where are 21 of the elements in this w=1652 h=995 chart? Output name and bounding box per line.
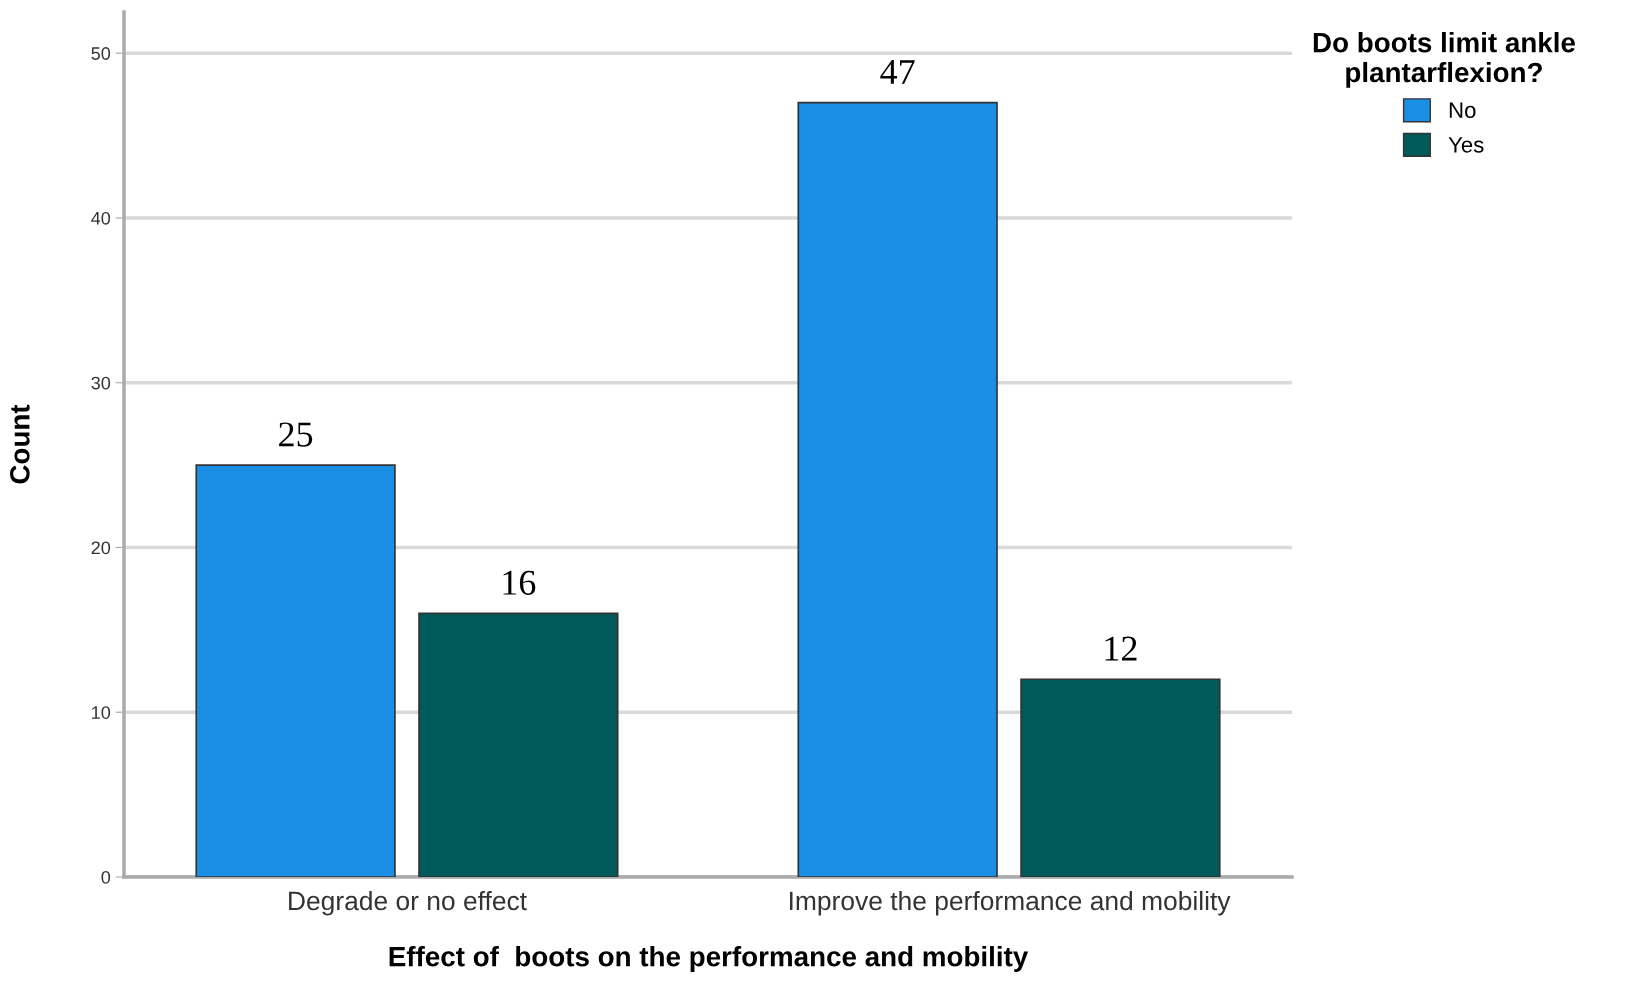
- x-tick-label: Degrade or no effect: [289, 890, 527, 916]
- y-tick-label: 10: [92, 706, 111, 719]
- bar: [195, 464, 396, 877]
- y-tick-label: 30: [91, 376, 111, 390]
- legend-label: No: [1449, 102, 1476, 119]
- legend-label: Yes: [1448, 137, 1484, 153]
- y-axis-title: Count: [10, 404, 30, 484]
- bar: [1020, 678, 1221, 877]
- data-label: 47: [880, 60, 915, 84]
- y-tick-label: 20: [91, 541, 111, 555]
- legend-title: Do boots limit ankle plantarflexion?: [1313, 32, 1575, 88]
- y-tick-label: 50: [91, 47, 111, 60]
- data-label: 12: [1105, 636, 1137, 661]
- y-tick-label: 40: [91, 211, 111, 225]
- data-label: 16: [503, 570, 536, 595]
- bar: [418, 612, 619, 877]
- x-tick-label: Improve the performance and mobility: [790, 890, 1231, 916]
- y-tick-label: 0: [101, 870, 111, 884]
- x-axis-title: Effect of boots on the performance and mobility: [389, 946, 1029, 972]
- data-label: 25: [279, 422, 313, 447]
- bar: [797, 101, 998, 877]
